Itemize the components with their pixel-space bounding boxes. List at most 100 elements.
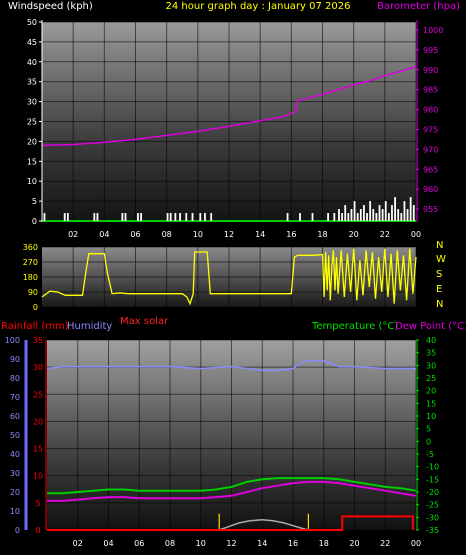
- x-tick-label: 02: [73, 539, 83, 548]
- barometer-axis-tick-label: 985: [423, 86, 438, 95]
- wind-bar: [363, 205, 365, 221]
- wind-barometer-series: [41, 65, 417, 222]
- x-tick-label: 18: [319, 539, 329, 548]
- temperature-axis-tick-label: -25: [426, 501, 439, 510]
- wind-axis-tick-label: 0: [32, 217, 37, 226]
- x-tick-label: 20: [349, 230, 359, 239]
- wind-bar: [169, 213, 172, 221]
- dewpoint-axis-title: Dew Point (°C): [395, 321, 466, 332]
- barometer-axis-tick-label: 995: [423, 46, 438, 55]
- rainfall-axis-title: Rainfall (mm): [1, 321, 69, 332]
- wind-axis-tick-label: 45: [27, 38, 37, 47]
- direction-letter-s: S: [436, 269, 442, 280]
- wind-axis-tick-label: 10: [27, 177, 37, 186]
- barometer-axis-tick-label: 960: [423, 185, 438, 194]
- humidity-axis-tick-label: 70: [10, 393, 20, 402]
- x-tick-label: 22: [380, 539, 390, 548]
- x-tick-label: 22: [380, 230, 390, 239]
- x-tick-label: 14: [257, 539, 267, 548]
- wind-bar: [204, 213, 206, 221]
- humidity-line: [46, 360, 416, 372]
- direction-letter-w: W: [436, 254, 446, 265]
- wind-direction-line: [41, 248, 417, 306]
- wind-axis-tick-label: 30: [27, 98, 37, 107]
- x-tick-label: 14: [255, 230, 265, 239]
- x-tick-label: 04: [99, 230, 109, 239]
- wind-bar: [93, 213, 96, 221]
- wind-bar: [347, 213, 350, 221]
- wind-bar: [66, 213, 69, 221]
- barometer-axis-tick-label: 970: [423, 145, 438, 154]
- x-tick-label: 06: [130, 230, 140, 239]
- x-tick-label: 10: [196, 539, 206, 548]
- graph-title: 24 hour graph day : January 07 2026: [166, 1, 351, 12]
- wind-bar: [137, 213, 139, 221]
- wind-bar: [299, 213, 301, 221]
- direction-axis-tick-label: 270: [23, 258, 38, 267]
- wind-bar: [333, 213, 336, 221]
- wind-bar: [286, 213, 289, 221]
- x-tick-label: 06: [134, 539, 144, 548]
- wind-axis-tick-label: 35: [27, 78, 37, 87]
- wind-bar: [394, 197, 396, 221]
- direction-axis-tick-label: 0: [33, 303, 38, 312]
- x-tick-label: 02: [68, 230, 78, 239]
- direction-letter-e: E: [436, 284, 442, 295]
- temperature-axis-tick-label: 10: [426, 412, 436, 421]
- barometer-axis-title: Barometer (hpa): [377, 1, 460, 12]
- wind-axis-tick-label: 5: [32, 197, 37, 206]
- temperature-axis-tick-label: 40: [426, 336, 436, 345]
- direction-letter-n-top: N: [436, 240, 443, 251]
- wind-axis-tick-label: 50: [27, 18, 37, 27]
- rainfall-axis-tick-label: 10: [33, 472, 43, 481]
- wind-bar: [366, 213, 368, 221]
- temperature-axis-tick-label: -15: [426, 475, 439, 484]
- wind-bar: [166, 213, 169, 221]
- rainfall-axis-tick-label: 25: [33, 390, 43, 399]
- humidity-axis-title: Humidity: [67, 321, 112, 332]
- humidity-axis-tick-label: 10: [10, 507, 20, 516]
- wind-barometer-axes: 0 5 10 15 20 25 30 35 40 45 50 02 04 06 08 10 12 14 16 18 20…: [27, 18, 444, 239]
- x-tick-label: 08: [162, 230, 172, 239]
- wind-bar: [356, 213, 359, 221]
- temperature-axis-tick-label: -20: [426, 488, 439, 497]
- barometer-axis-tick-label: 990: [423, 66, 438, 75]
- wind-bar: [412, 205, 415, 221]
- direction-axis-tick-label: 360: [23, 243, 38, 252]
- windspeed-axis-title: Windspeed (kph): [8, 1, 93, 12]
- wind-bar: [359, 209, 362, 221]
- humidity-axis-tick-label: 80: [10, 374, 20, 383]
- wind-bar: [369, 201, 372, 221]
- dewpoint-line: [47, 480, 417, 502]
- humidity-axis-tick-label: 50: [10, 431, 20, 440]
- temperature-axis-tick-label: 30: [426, 361, 436, 370]
- humidity-axis-tick-label: 20: [10, 488, 20, 497]
- x-tick-label: 20: [349, 539, 359, 548]
- wind-bar: [378, 205, 381, 221]
- wind-bar: [409, 197, 412, 221]
- wind-bar: [338, 209, 340, 221]
- wind-bar: [210, 213, 213, 221]
- temperature-axis-title: Temperature (°C): [311, 321, 398, 332]
- wind-bar: [403, 201, 406, 221]
- x-tick-label: 12: [226, 539, 236, 548]
- x-tick-label: 12: [224, 230, 234, 239]
- wind-bar: [179, 213, 181, 221]
- barometer-axis-tick-label: 975: [423, 125, 438, 134]
- direction-axis-tick-label: 90: [28, 288, 38, 297]
- temperature-axis-tick-label: -35: [426, 526, 439, 535]
- x-tick-label: 04: [103, 539, 113, 548]
- wind-bar: [174, 213, 177, 221]
- humidity-axis-tick-label: 60: [10, 412, 20, 421]
- wind-bar: [63, 213, 66, 221]
- wind-bar: [327, 213, 329, 221]
- max-solar-line: [218, 518, 309, 531]
- temperature-axis-tick-label: -10: [426, 463, 439, 472]
- wind-bar: [387, 213, 390, 221]
- wind-bar: [372, 209, 375, 221]
- wind-bar: [406, 209, 409, 221]
- wind-axis-tick-label: 40: [27, 58, 37, 67]
- barometer-axis-tick-label: 955: [423, 205, 438, 214]
- temperature-axis-tick-label: -5: [426, 450, 434, 459]
